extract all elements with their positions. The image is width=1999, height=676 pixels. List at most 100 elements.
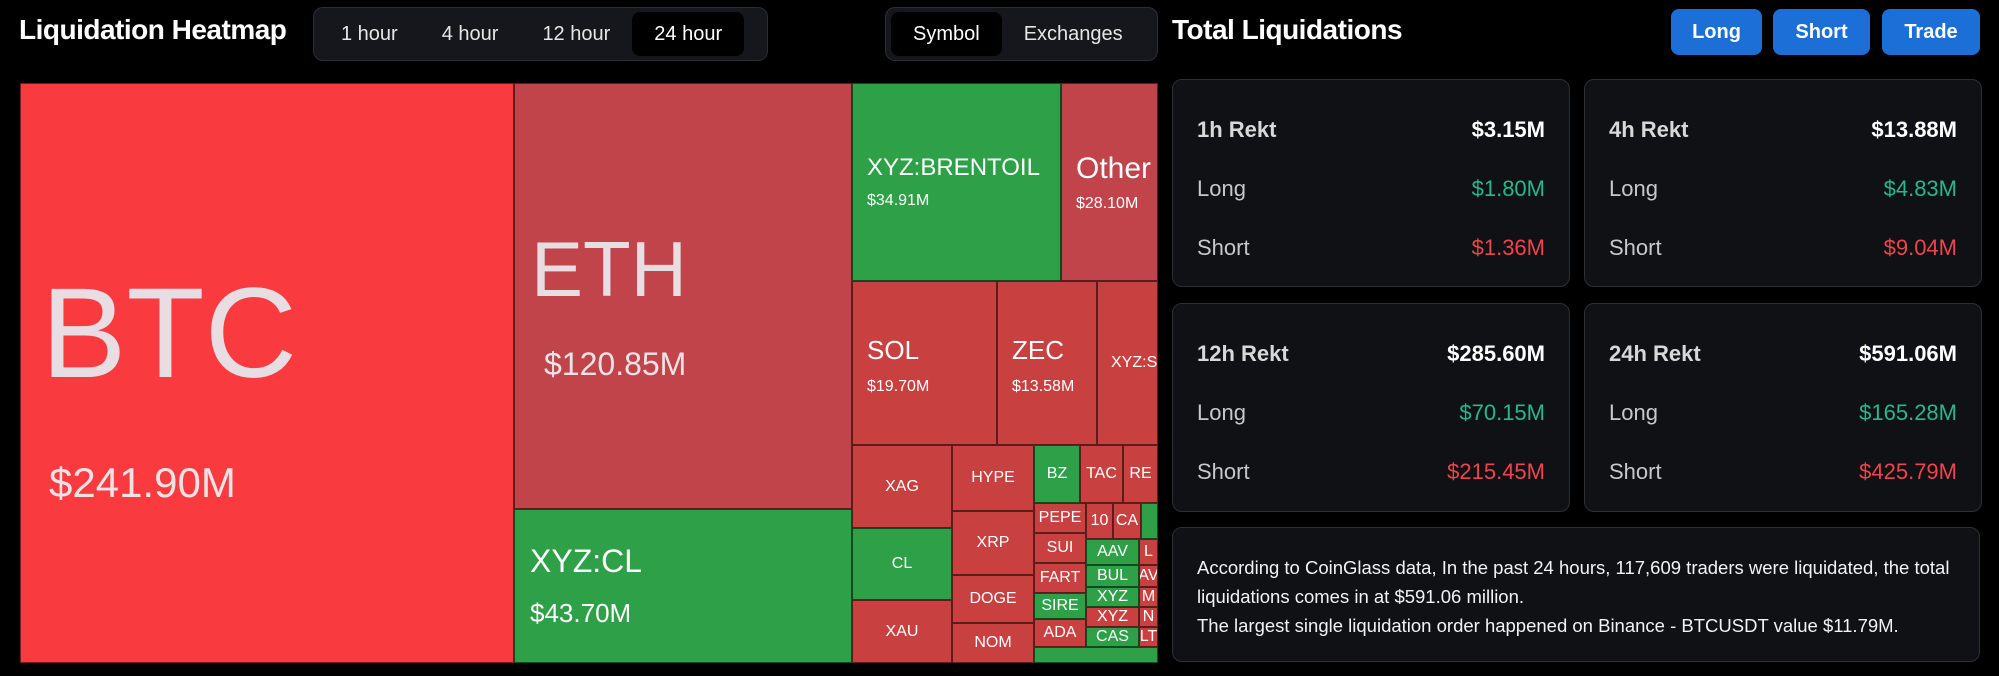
card-label: 12h Rekt: [1197, 341, 1289, 366]
heatmap-title: Liquidation Heatmap: [19, 14, 287, 45]
timeframe-12h[interactable]: 12 hour: [542, 22, 611, 45]
tile-n[interactable]: N: [1139, 607, 1158, 627]
card-label: 24h Rekt: [1609, 341, 1701, 366]
tile-symbol: BZ: [1046, 465, 1068, 482]
tile-symbol: 10: [1090, 512, 1109, 529]
tile-nom[interactable]: NOM: [952, 623, 1034, 663]
long-value: $1.80M: [1471, 176, 1545, 201]
view-symbol[interactable]: Symbol: [891, 12, 1002, 56]
short-value: $425.79M: [1859, 459, 1957, 484]
tile-symbol: XYZ: [1096, 588, 1129, 605]
tile-other[interactable]: Other $28.10M: [1061, 83, 1158, 281]
tile-cl[interactable]: CL: [852, 528, 952, 600]
tile-eth[interactable]: ETH $120.85M: [514, 83, 852, 509]
long-button[interactable]: Long: [1671, 9, 1762, 55]
tile-value: $241.90M: [49, 459, 236, 506]
tile-ada[interactable]: ADA: [1034, 619, 1086, 647]
tile-green-bottom[interactable]: [1034, 647, 1158, 663]
short-value: $9.04M: [1883, 235, 1957, 260]
tile-lt[interactable]: LT: [1139, 627, 1158, 647]
card-total: $591.06M: [1859, 341, 1957, 366]
tile-re[interactable]: RE: [1123, 445, 1158, 503]
tile-symbol: DOGE: [969, 590, 1017, 607]
tile-m[interactable]: M: [1139, 587, 1158, 607]
card-12h-rekt: 12h Rekt $285.60M Long $70.15M Short $215.4…: [1172, 303, 1570, 512]
trade-button[interactable]: Trade: [1882, 9, 1980, 55]
tile-green-sliver[interactable]: [1141, 503, 1158, 539]
card-1h-rekt: 1h Rekt $3.15M Long $1.80M Short $1.36M: [1172, 79, 1570, 287]
tile-value: $120.85M: [544, 346, 687, 382]
tile-symbol: FART: [1039, 569, 1081, 586]
long-label: Long: [1197, 400, 1246, 425]
tile-av[interactable]: AV: [1139, 565, 1158, 587]
tile-symbol: HYPE: [971, 469, 1015, 486]
long-label: Long: [1609, 400, 1658, 425]
card-total: $285.60M: [1447, 341, 1545, 366]
tile-symbol: ZEC: [1012, 335, 1064, 365]
tile-value: $43.70M: [530, 598, 632, 628]
summary-text-1: According to CoinGlass data, In the past…: [1197, 557, 1950, 607]
short-value: $215.45M: [1447, 459, 1545, 484]
liquidation-summary: According to CoinGlass data, In the past…: [1172, 527, 1980, 662]
tile-10[interactable]: 10: [1086, 503, 1113, 539]
tile-xyz-brentoil[interactable]: XYZ:BRENTOIL $34.91M: [852, 83, 1061, 281]
tile-symbol: XRP: [976, 534, 1010, 551]
tile-ca[interactable]: CA: [1113, 503, 1141, 539]
tile-l[interactable]: L: [1139, 539, 1158, 565]
tile-doge[interactable]: DOGE: [952, 575, 1034, 623]
long-value: $70.15M: [1459, 400, 1545, 425]
view-exchanges[interactable]: Exchanges: [1023, 22, 1123, 45]
tile-xrp[interactable]: XRP: [952, 511, 1034, 575]
liquidation-treemap: BTC $241.90M ETH $120.85M XYZ:CL $43.70M…: [20, 83, 1158, 663]
tile-xau[interactable]: XAU: [852, 600, 952, 663]
tile-cas[interactable]: CAS: [1086, 627, 1139, 647]
card-4h-rekt: 4h Rekt $13.88M Long $4.83M Short $9.04M: [1584, 79, 1982, 287]
tile-symbol: SUI: [1046, 539, 1074, 556]
tile-fart[interactable]: FART: [1034, 563, 1086, 593]
tile-symbol: XYZ:S: [1111, 354, 1158, 371]
tile-hype[interactable]: HYPE: [952, 445, 1034, 511]
timeframe-4h[interactable]: 4 hour: [441, 22, 499, 45]
tile-xyz-2[interactable]: XYZ: [1086, 607, 1139, 627]
tile-value: $34.91M: [867, 192, 930, 209]
tile-symbol: XYZ: [1096, 608, 1129, 625]
long-label: Long: [1197, 176, 1246, 201]
tile-sire[interactable]: SIRE: [1034, 593, 1086, 619]
short-button[interactable]: Short: [1773, 9, 1870, 55]
tile-btc[interactable]: BTC $241.90M: [20, 83, 514, 663]
tile-sol[interactable]: SOL $19.70M: [852, 281, 997, 445]
tile-symbol: AV: [1139, 567, 1158, 584]
tile-bz[interactable]: BZ: [1034, 445, 1080, 503]
tile-symbol: AAV: [1097, 543, 1128, 560]
tile-xyz-cl[interactable]: XYZ:CL $43.70M: [514, 509, 852, 663]
tile-symbol: LT: [1139, 628, 1158, 645]
tile-bul[interactable]: BUL: [1086, 565, 1139, 587]
timeframe-1h[interactable]: 1 hour: [341, 22, 398, 45]
tile-xag[interactable]: XAG: [852, 445, 952, 528]
tile-symbol: CAS: [1096, 628, 1129, 645]
tile-pepe[interactable]: PEPE: [1034, 503, 1086, 533]
card-total: $13.88M: [1871, 117, 1957, 142]
tile-value: $13.58M: [1012, 378, 1075, 395]
view-selector: Symbol Exchanges: [885, 7, 1158, 61]
tile-xyz-s[interactable]: XYZ:S: [1097, 281, 1158, 445]
card-label: 4h Rekt: [1609, 117, 1689, 142]
tile-sui[interactable]: SUI: [1034, 533, 1086, 563]
tile-xyz-1[interactable]: XYZ: [1086, 587, 1139, 607]
tile-aav[interactable]: AAV: [1086, 539, 1139, 565]
timeframe-24h[interactable]: 24 hour: [632, 12, 745, 56]
summary-text-2: The largest single liquidation order hap…: [1197, 615, 1899, 636]
tile-zec[interactable]: ZEC $13.58M: [997, 281, 1097, 445]
tile-symbol: NOM: [974, 634, 1012, 651]
tile-value: $19.70M: [867, 378, 930, 395]
tile-symbol: N: [1142, 608, 1155, 625]
timeframe-selector: 1 hour 4 hour 12 hour 24 hour: [313, 7, 768, 61]
tile-symbol: BUL: [1096, 567, 1129, 584]
long-label: Long: [1609, 176, 1658, 201]
tile-value: $28.10M: [1076, 195, 1139, 212]
tile-symbol: RE: [1129, 465, 1152, 482]
card-total: $3.15M: [1471, 117, 1545, 142]
tile-tac[interactable]: TAC: [1080, 445, 1123, 503]
short-value: $1.36M: [1471, 235, 1545, 260]
tile-symbol: CA: [1115, 512, 1139, 529]
